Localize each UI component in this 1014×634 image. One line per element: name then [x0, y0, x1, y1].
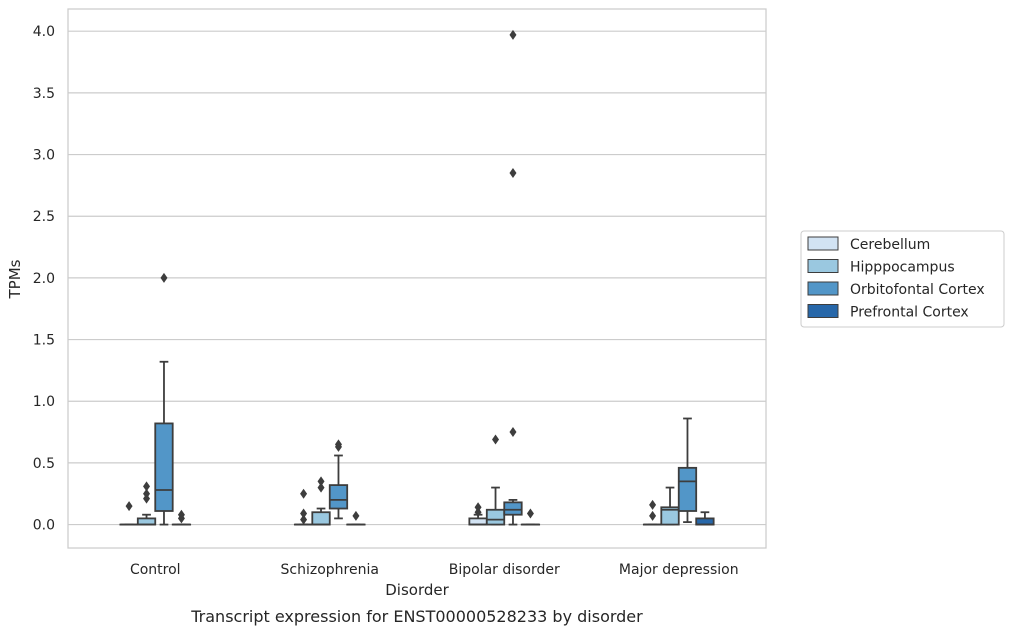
box-series — [119, 29, 715, 526]
x-tick-label: Control — [130, 562, 181, 578]
y-tick-label: 2.5 — [33, 209, 55, 225]
outlier-point — [300, 514, 308, 525]
plot-frame — [67, 8, 767, 549]
box-body — [136, 517, 157, 526]
y-tick-label: 1.0 — [33, 394, 55, 410]
outlier-point — [317, 482, 325, 493]
x-axis-ticks: Control Schizophrenia Bipolar disorder Majo… — [130, 562, 739, 578]
outlier-point — [509, 168, 517, 179]
outlier-point — [317, 476, 325, 487]
legend: Cerebellum Hipppocampus Orbitofontal Corte… — [800, 230, 1005, 328]
y-tick-label: 3.0 — [33, 148, 55, 164]
box-body — [154, 422, 174, 512]
outlier-point — [334, 439, 342, 450]
box-body — [677, 466, 698, 512]
box-hipppocampus-bipolar-disorder — [485, 434, 506, 526]
y-tick-label: 2.0 — [33, 271, 55, 287]
legend-label: Orbitofontal Cortex — [850, 282, 985, 298]
y-axis-title: TPMs — [6, 259, 24, 299]
y-tick-label: 1.5 — [33, 333, 55, 349]
outlier-point — [649, 510, 657, 521]
outlier-point — [300, 508, 308, 519]
legend-frame — [800, 230, 1005, 328]
y-tick-label: 0.5 — [33, 456, 55, 472]
box-body — [695, 517, 715, 526]
box-orbitofontal-cortex-bipolar-disorder — [503, 29, 523, 526]
y-tick-label: 4.0 — [33, 24, 55, 40]
box-hipppocampus-control — [136, 481, 157, 526]
box-body — [660, 506, 680, 526]
y-tick-label: 3.5 — [33, 86, 55, 102]
legend-swatch — [807, 259, 839, 273]
legend-swatch — [807, 281, 839, 296]
x-tick-label: Schizophrenia — [281, 562, 379, 578]
outlier-point — [509, 29, 517, 40]
outlier-point — [526, 508, 534, 519]
box-body — [485, 508, 506, 526]
box-body — [328, 484, 349, 510]
chart-caption: Transcript expression for ENST0000052823… — [190, 607, 643, 626]
x-tick-label: Bipolar disorder — [449, 562, 560, 578]
outlier-point — [125, 501, 133, 512]
y-tick-label: 0.0 — [33, 518, 55, 534]
legend-swatch — [807, 304, 839, 318]
legend-swatch — [807, 236, 839, 251]
outlier-point — [649, 499, 657, 510]
x-axis-title: Disorder — [385, 581, 449, 599]
outlier-point — [474, 502, 482, 513]
outlier-point — [492, 434, 500, 445]
legend-label: Hipppocampus — [850, 260, 955, 276]
box-orbitofontal-cortex-major-depression — [677, 417, 698, 523]
outlier-point — [177, 509, 185, 520]
box-prefrontal-cortex-schizophrenia — [346, 510, 366, 526]
box-cerebellum-schizophrenia — [293, 488, 314, 526]
legend-label: Cerebellum — [850, 237, 930, 253]
box-prefrontal-cortex-bipolar-disorder — [520, 508, 541, 526]
x-tick-label: Major depression — [619, 562, 739, 578]
outlier-point — [143, 488, 151, 499]
outlier-point — [143, 481, 151, 492]
outlier-point — [300, 488, 308, 499]
box-body — [503, 501, 523, 516]
box-prefrontal-cortex-major-depression — [695, 511, 715, 526]
plot-area — [68, 9, 766, 548]
outlier-point — [509, 427, 517, 438]
box-orbitofontal-cortex-schizophrenia — [328, 439, 349, 520]
box-body — [468, 517, 488, 526]
outlier-point — [352, 510, 360, 521]
box-hipppocampus-schizophrenia — [311, 476, 331, 526]
box-hipppocampus-major-depression — [660, 486, 680, 526]
legend-label: Prefrontal Cortex — [850, 305, 969, 321]
box-body — [311, 511, 331, 526]
y-axis-ticks: 0.0 0.5 1.0 1.5 2.0 2.5 3.0 3.5 4.0 — [33, 24, 55, 533]
box-orbitofontal-cortex-control — [154, 272, 174, 526]
outlier-point — [160, 272, 168, 283]
box-cerebellum-bipolar-disorder — [468, 502, 488, 526]
box-prefrontal-cortex-control — [171, 509, 192, 526]
